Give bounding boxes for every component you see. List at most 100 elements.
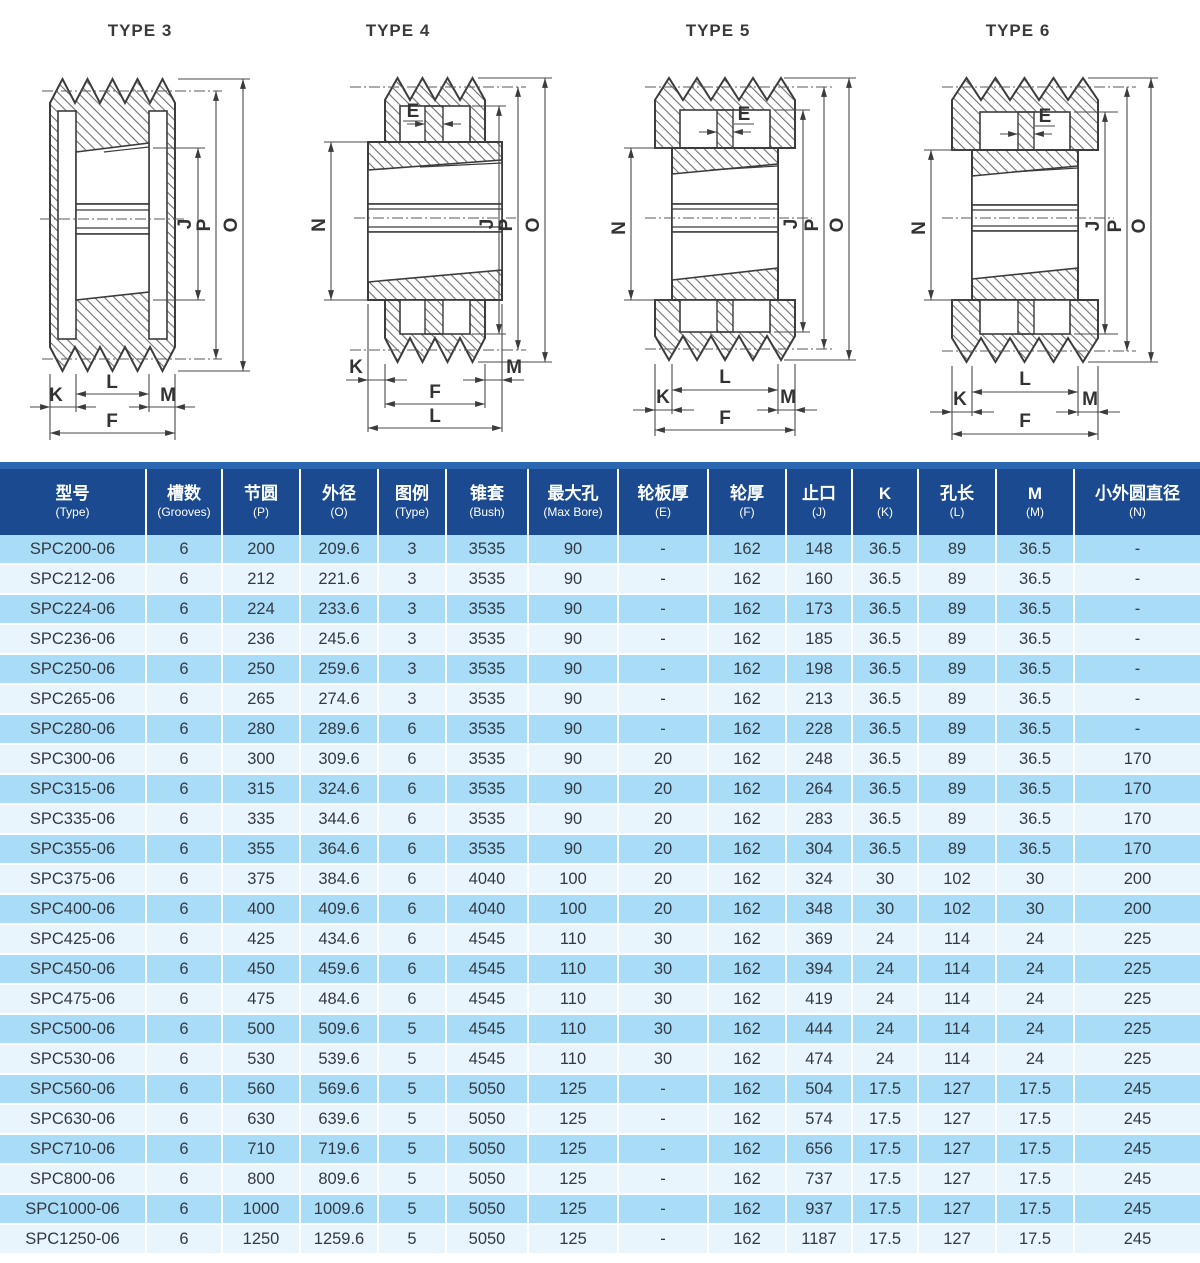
cell: 348 — [786, 894, 853, 925]
cell: 212 — [222, 564, 301, 595]
table-row: SPC212-06 6 212 221.6 3 3535 90-162 160 36.5 89 36… — [0, 564, 1200, 595]
cell: 36.5 — [996, 744, 1075, 775]
cell: 3535 — [446, 744, 529, 775]
cell: 36.5 — [996, 804, 1075, 835]
cell: - — [618, 684, 709, 715]
col-header-l: 孔长 (L) — [918, 469, 997, 535]
col-header-maxbore: 最大孔 (Max Bore) — [528, 469, 619, 535]
cell: 630 — [222, 1104, 301, 1135]
cell: - — [1074, 624, 1200, 655]
cell: 5050 — [446, 1224, 529, 1255]
cell: 30 — [618, 984, 709, 1015]
table-row: SPC200-06 6 200 209.6 3 3535 90-162 148 36.5 89 36… — [0, 535, 1200, 565]
cell: 737 — [786, 1164, 853, 1195]
col-header-m: M (M) — [996, 469, 1075, 535]
cell: SPC300-06 — [0, 744, 147, 775]
cell: 20 — [618, 864, 709, 895]
cell: 245 — [1074, 1074, 1200, 1105]
cell: 225 — [1074, 924, 1200, 955]
cell: 475 — [222, 984, 301, 1015]
cell: 221.6 — [300, 564, 379, 595]
spec-table: 型号 (Type) 槽数 (Grooves) 节圆 (P) 外径 (O) 图例 (Type… — [0, 469, 1200, 1255]
cell: 36.5 — [996, 774, 1075, 805]
cell: 162 — [708, 984, 787, 1015]
cell: 114 — [918, 1044, 997, 1075]
dim-label-e: E — [407, 101, 420, 122]
col-header-type: 型号 (Type) — [0, 469, 147, 535]
cell: - — [1074, 594, 1200, 625]
cell: - — [618, 654, 709, 685]
cell: 4040 — [446, 894, 529, 925]
cell: 225 — [1074, 1044, 1200, 1075]
cell: 24 — [996, 954, 1075, 985]
cell: SPC212-06 — [0, 564, 147, 595]
cell: 20 — [618, 744, 709, 775]
dim-label-j: J — [477, 219, 498, 230]
cell: 4040 — [446, 864, 529, 895]
cell: - — [618, 1164, 709, 1195]
col-header-f: 轮厚 (F) — [708, 469, 787, 535]
dim-label-j: J — [781, 219, 802, 230]
cell: 4545 — [446, 984, 529, 1015]
dim-label-k: K — [656, 387, 670, 408]
cell: 127 — [918, 1164, 997, 1195]
cell: SPC800-06 — [0, 1164, 147, 1195]
cell: 574 — [786, 1104, 853, 1135]
cell: 200 — [1074, 864, 1200, 895]
cell: 364.6 — [300, 834, 379, 865]
cell: 3535 — [446, 594, 529, 625]
dim-label-p: P — [802, 218, 823, 231]
cell: 719.6 — [300, 1134, 379, 1165]
cell: 17.5 — [996, 1134, 1075, 1165]
cell: 24 — [996, 1014, 1075, 1045]
dim-label-f: F — [429, 382, 441, 403]
diagram-type-4: TYPE 4 — [309, 21, 552, 432]
cell: 4545 — [446, 954, 529, 985]
cell: 474 — [786, 1044, 853, 1075]
dim-label-k: K — [349, 357, 363, 378]
cell: 3 — [378, 564, 447, 595]
table-row: SPC1000-06 6 1000 1009.6 5 5050 125-162 937 17.5… — [0, 1194, 1200, 1225]
table-row: SPC280-06 6 280 289.6 6 3535 90-162 228 36.5 89 36… — [0, 714, 1200, 745]
cell: 315 — [222, 774, 301, 805]
cell: 6 — [378, 864, 447, 895]
col-header-k: K (K) — [852, 469, 919, 535]
cell: 125 — [528, 1224, 619, 1255]
cell: 36.5 — [852, 804, 919, 835]
dim-label-n: N — [609, 221, 630, 235]
cell: 264 — [786, 774, 853, 805]
cell: 36.5 — [852, 684, 919, 715]
cell: 245 — [1074, 1134, 1200, 1165]
cell: 36.5 — [852, 744, 919, 775]
pulley-drawing-type-3 — [30, 76, 250, 440]
cell: 127 — [918, 1134, 997, 1165]
table-top-border — [0, 462, 1200, 469]
cell: 3 — [378, 684, 447, 715]
cell: 20 — [618, 834, 709, 865]
cell: 6 — [378, 894, 447, 925]
cell: 17.5 — [996, 1194, 1075, 1225]
cell: 6 — [378, 774, 447, 805]
cell: 185 — [786, 624, 853, 655]
cell: 90 — [528, 535, 619, 565]
cell: 3535 — [446, 714, 529, 745]
cell: 5 — [378, 1134, 447, 1165]
cell: 24 — [852, 1044, 919, 1075]
cell: 160 — [786, 564, 853, 595]
cell: - — [1074, 535, 1200, 565]
cell: 280 — [222, 714, 301, 745]
cell: 90 — [528, 564, 619, 595]
cell: 5050 — [446, 1134, 529, 1165]
table-row: SPC450-06 6 450 459.6 6 4545 110 30 162 394 24 114 2… — [0, 954, 1200, 985]
table-row: SPC300-06 6 300 309.6 6 3535 90 20 162 248 36.5 89 3… — [0, 744, 1200, 775]
dim-label-m: M — [780, 387, 796, 408]
table-row: SPC250-06 6 250 259.6 3 3535 90-162 198 36.5 89 36… — [0, 654, 1200, 685]
cell: 6 — [146, 684, 223, 715]
cell: 90 — [528, 684, 619, 715]
cell: SPC530-06 — [0, 1044, 147, 1075]
cell: 110 — [528, 1044, 619, 1075]
table-row: SPC710-06 6 710 719.6 5 5050 125-162 656 17.5 127… — [0, 1134, 1200, 1165]
cell: 3535 — [446, 624, 529, 655]
cell: 90 — [528, 804, 619, 835]
cell: 162 — [708, 535, 787, 565]
